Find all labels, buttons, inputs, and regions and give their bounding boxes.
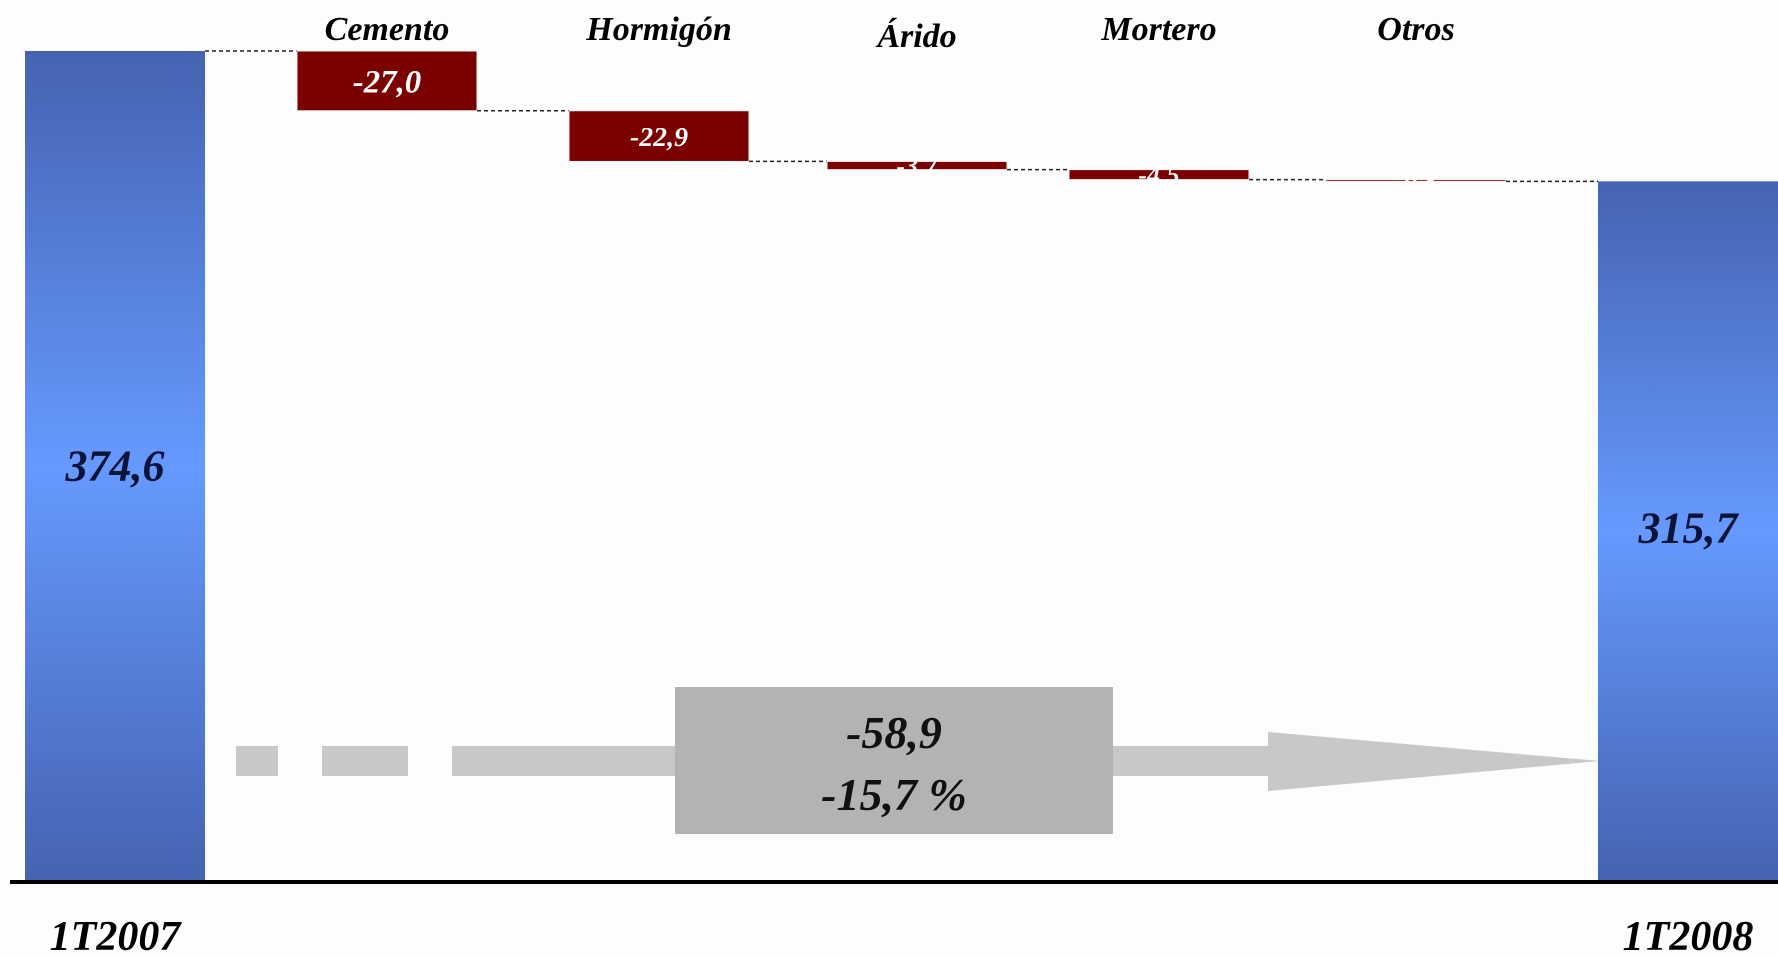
bar-end-total — [1598, 181, 1778, 881]
arrow-dash-1 — [236, 746, 278, 776]
bar-decrease — [826, 160, 1008, 171]
bar-decrease — [296, 50, 478, 112]
arrow-dash-2 — [322, 746, 408, 776]
bar-decrease-value-label: -4,5 — [1138, 161, 1179, 190]
summary-box: -58,9 -15,7 % — [675, 687, 1113, 834]
bar-decrease-value-label: -3,7 — [896, 152, 938, 181]
bar-decrease-value-label: -22,9 — [630, 122, 688, 153]
summary-box-bg — [675, 687, 1113, 834]
bar-end-value-label: 315,7 — [1638, 504, 1740, 553]
bar-start-total — [25, 51, 205, 880]
x-tick-label-category: Mortero — [1100, 11, 1216, 48]
arrow-head — [1268, 732, 1600, 791]
x-tick-label-category: Otros — [1377, 11, 1454, 48]
x-tick-label-category: Cemento — [325, 11, 450, 48]
bar-decrease-value-label: -0,8 — [1395, 167, 1436, 196]
bar-decrease — [568, 110, 750, 162]
bar-start-value-label: 374,6 — [65, 442, 165, 491]
waterfall-steps: -27,0 Cemento -22,9 Hormigón -3,7 Árido -4,5 Mo… — [205, 11, 1598, 196]
x-tick-label-category: Hormigón — [585, 11, 731, 48]
summary-change-label: -58,9 — [846, 707, 942, 758]
bar-decrease — [1068, 169, 1250, 181]
x-tick-label-start: 1T2007 — [50, 914, 183, 958]
x-tick-label-end: 1T2008 — [1623, 914, 1754, 958]
summary-change-pct-label: -15,7 % — [821, 769, 967, 820]
x-tick-label-category: Árido — [875, 18, 956, 55]
bar-decrease — [1325, 179, 1507, 182]
bar-decrease-value-label: -27,0 — [353, 64, 421, 100]
